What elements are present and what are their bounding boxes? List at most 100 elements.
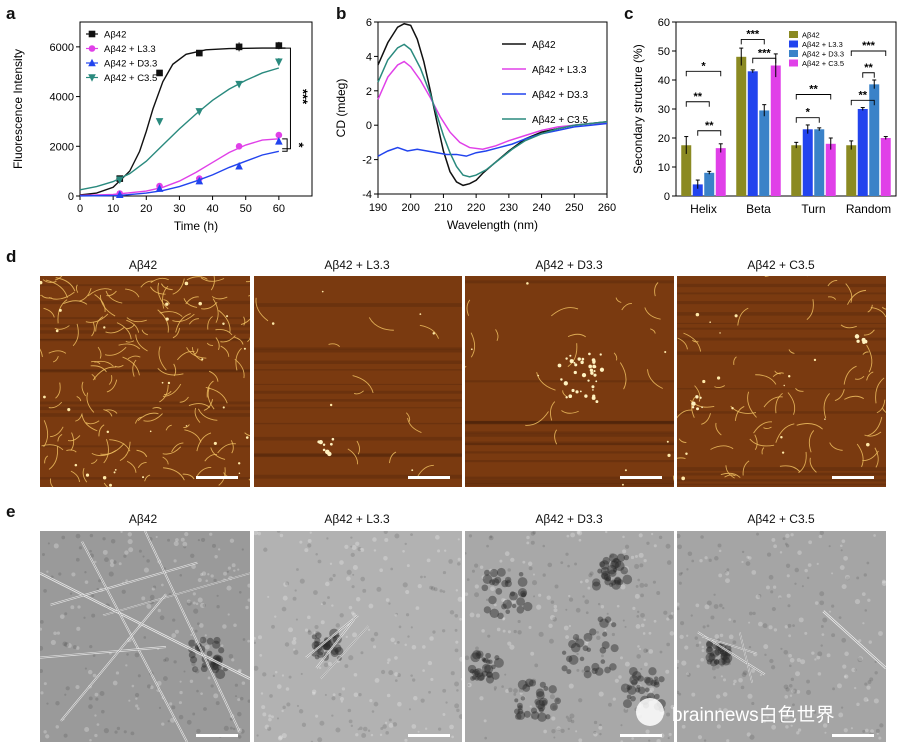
- grain: [763, 644, 769, 650]
- grain: [786, 574, 790, 578]
- grain: [179, 690, 183, 695]
- grain: [742, 670, 748, 676]
- grain: [279, 533, 284, 538]
- grain: [576, 531, 581, 534]
- fibril: [217, 443, 236, 454]
- aggregate: [593, 370, 596, 373]
- fibril: [876, 399, 886, 414]
- grain: [360, 576, 366, 582]
- grain: [143, 636, 147, 639]
- oligomer: [565, 655, 573, 663]
- grain: [444, 549, 447, 552]
- y-tick-label: 50: [658, 46, 670, 58]
- grain: [746, 555, 750, 559]
- fibril-edge: [823, 610, 886, 669]
- grain: [118, 562, 122, 566]
- aggregate: [568, 394, 573, 399]
- grain: [65, 686, 70, 691]
- fibril-edge: [701, 636, 757, 654]
- grain: [392, 722, 398, 727]
- grain: [604, 629, 607, 632]
- grain: [285, 687, 290, 691]
- scan-line: [40, 406, 250, 411]
- oligomer: [509, 591, 516, 597]
- oligomer: [575, 638, 585, 648]
- legend-label: Aβ42: [104, 30, 126, 41]
- afm-background: [40, 276, 250, 487]
- x-tick-label: 40: [206, 203, 218, 215]
- scan-line: [677, 283, 886, 288]
- fibril: [654, 282, 659, 297]
- grain: [788, 653, 792, 658]
- aggregate: [573, 361, 576, 364]
- x-tick-label: 250: [565, 202, 583, 214]
- grain: [796, 731, 800, 735]
- fibril: [862, 351, 869, 355]
- fibril: [188, 318, 199, 325]
- grain: [565, 715, 569, 719]
- oligomer: [514, 698, 519, 703]
- oligomer: [604, 578, 612, 586]
- particle: [321, 290, 324, 293]
- grain: [570, 719, 575, 724]
- grain: [637, 578, 641, 582]
- grain: [190, 553, 195, 558]
- oligomer: [592, 578, 601, 587]
- grain: [790, 724, 793, 727]
- oligomer: [720, 651, 730, 661]
- fit-line: [79, 47, 286, 196]
- grain: [773, 544, 778, 549]
- grain: [745, 561, 751, 566]
- oligomer: [206, 637, 214, 645]
- fibril: [70, 432, 75, 451]
- grain: [507, 630, 511, 634]
- grain: [300, 672, 303, 676]
- panel-label-b: b: [336, 4, 347, 23]
- oligomer: [572, 633, 580, 641]
- grain: [281, 732, 287, 739]
- grain: [161, 583, 164, 587]
- fibril: [106, 379, 118, 393]
- fibril: [97, 346, 102, 359]
- grain: [161, 722, 165, 726]
- oligomer: [517, 588, 528, 598]
- grain: [276, 717, 280, 720]
- aggregate: [327, 451, 332, 457]
- grain: [173, 559, 177, 563]
- data-point: [235, 43, 243, 51]
- particle: [222, 406, 225, 409]
- grain: [869, 677, 874, 682]
- tem-title-c35: Aβ42 + C3.5: [747, 512, 815, 526]
- fibril: [788, 349, 795, 354]
- grain: [200, 692, 203, 696]
- fibril: [79, 287, 92, 302]
- grain: [706, 624, 710, 628]
- grain: [720, 675, 723, 678]
- grain: [93, 560, 97, 564]
- grain: [507, 568, 511, 572]
- grain: [622, 549, 627, 554]
- grain: [596, 635, 601, 641]
- aggregate: [587, 379, 590, 382]
- grain: [227, 613, 230, 616]
- grain: [609, 555, 612, 558]
- tem-image-l33: [254, 531, 462, 742]
- oligomer: [561, 650, 567, 655]
- grain: [783, 649, 789, 655]
- sig-bracket: [282, 47, 291, 150]
- particle: [271, 322, 275, 325]
- grain: [636, 615, 640, 618]
- grain: [288, 627, 293, 633]
- grain: [173, 660, 177, 664]
- grain: [192, 592, 196, 596]
- grain: [318, 666, 322, 670]
- grain: [569, 654, 572, 658]
- data-point: [235, 142, 243, 150]
- particle: [681, 476, 686, 481]
- grain: [530, 540, 535, 545]
- fibril: [407, 417, 422, 433]
- oligomer: [582, 645, 589, 652]
- grain: [388, 723, 394, 728]
- grain: [120, 531, 123, 533]
- sig-label: **: [864, 62, 873, 74]
